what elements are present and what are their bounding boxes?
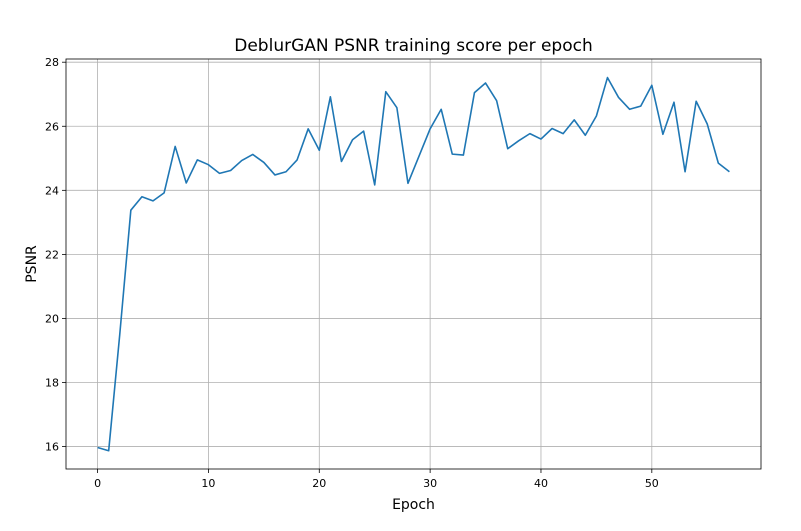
y-tick-label: 20: [45, 312, 59, 325]
x-tick-label: 20: [312, 477, 326, 490]
y-tick-label: 18: [45, 377, 59, 390]
x-tick-label: 30: [423, 477, 437, 490]
y-tick-label: 22: [45, 248, 59, 261]
y-tick-label: 24: [45, 184, 59, 197]
series-layer: [97, 76, 730, 452]
plot-frame: [65, 58, 762, 470]
x-axis: 0 10 20 30 40 50: [94, 469, 659, 490]
x-tick-label: 50: [645, 477, 659, 490]
x-tick-label: 40: [534, 477, 548, 490]
x-tick-label: 0: [94, 477, 101, 490]
chart-title: DeblurGAN PSNR training score per epoch: [234, 36, 593, 56]
y-axis: 16 18 20 22 24 26 28: [45, 56, 66, 454]
y-tick-label: 16: [45, 441, 59, 454]
y-axis-label: PSNR: [24, 245, 40, 283]
x-tick-label: 10: [201, 477, 215, 490]
psnr-series-line: [97, 76, 730, 452]
grid: [66, 59, 761, 469]
y-tick-label: 26: [45, 120, 59, 133]
y-tick-label: 28: [45, 56, 59, 69]
x-axis-label: Epoch: [392, 497, 435, 513]
